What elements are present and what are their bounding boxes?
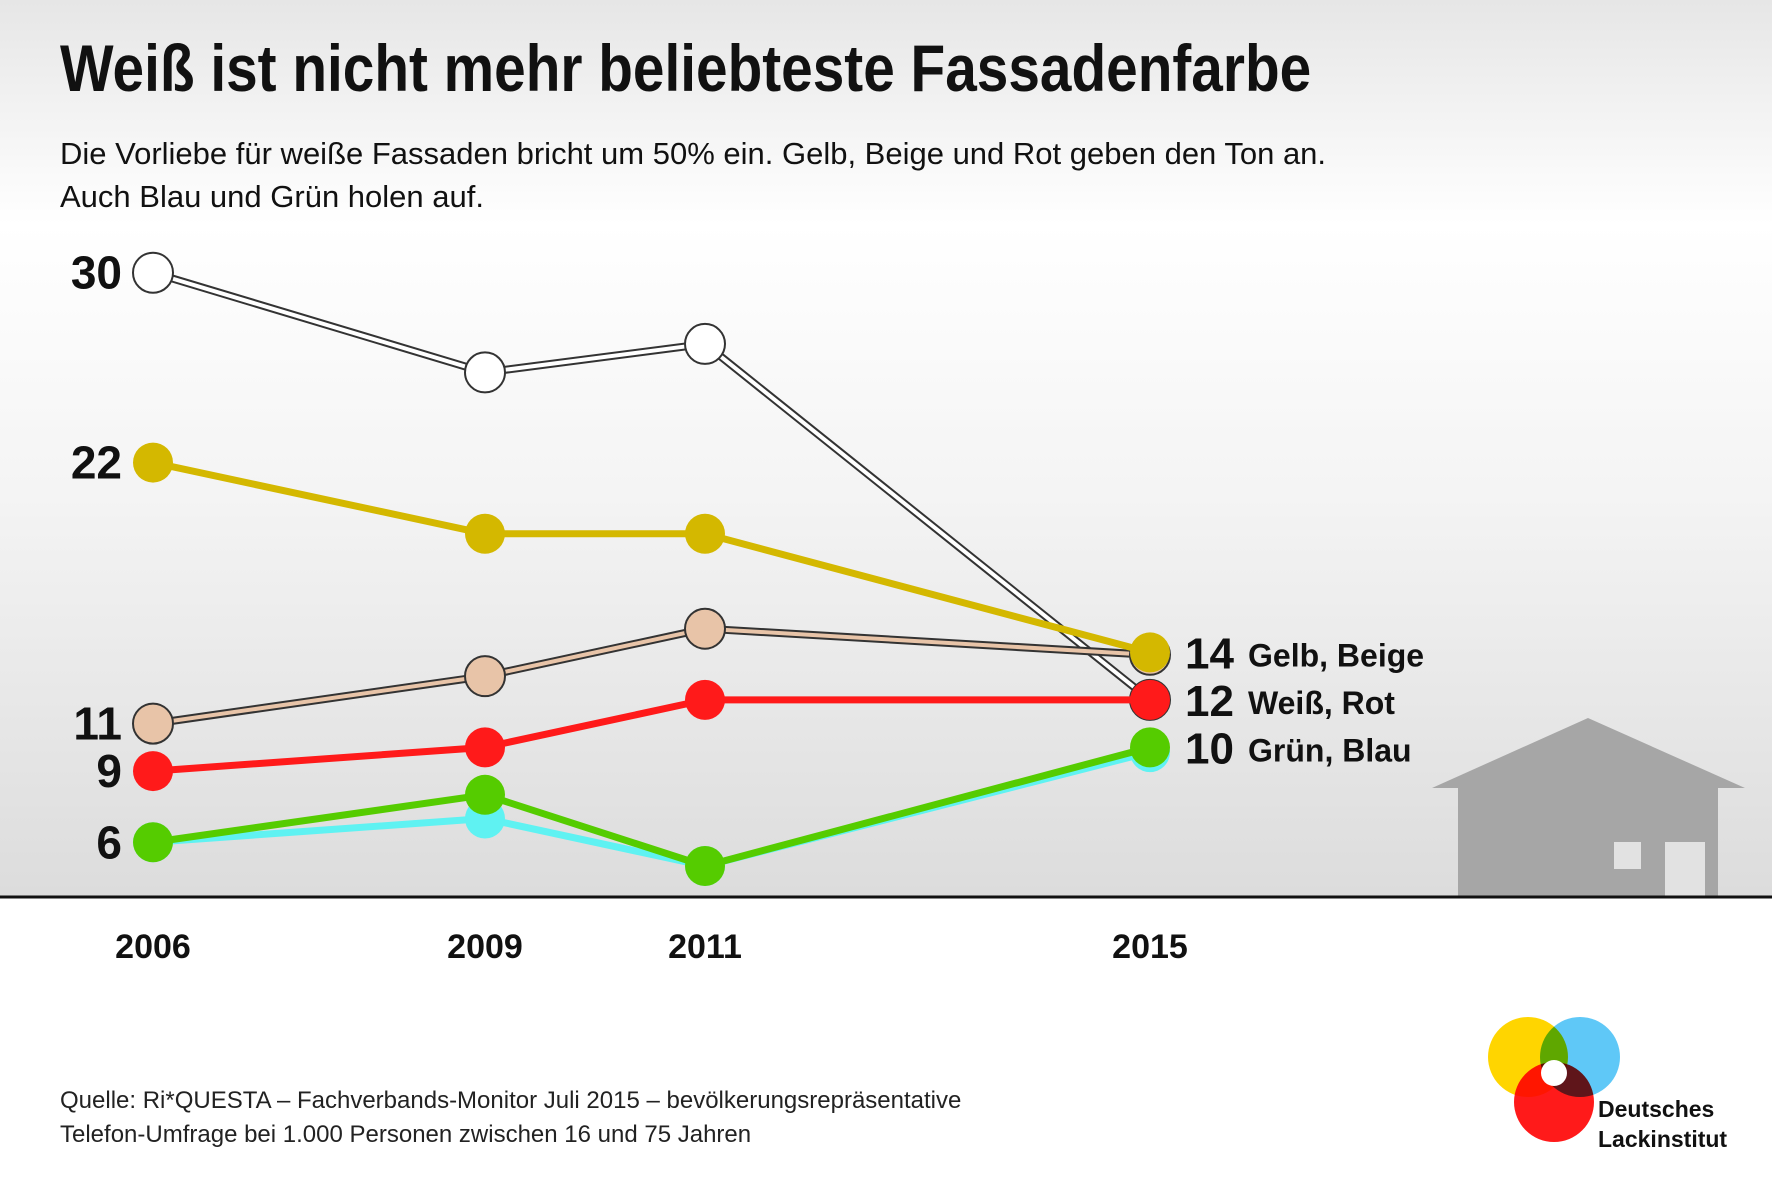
point-weiss-2009 [464,351,506,394]
point-beige-2009 [464,655,506,698]
source-line-2: Telefon-Umfrage bei 1.000 Personen zwisc… [60,1121,752,1148]
end-value-2: 10 [1185,724,1234,773]
logo-text: Deutsches Lackinstitut [1598,1094,1727,1154]
point-rot-2006 [133,751,173,792]
x-label-2015: 2015 [1112,928,1188,966]
series-gruen [133,727,1170,886]
point-gruen-2009 [465,774,505,815]
point-gelb-2015 [1130,632,1170,673]
point-gruen-2006 [133,822,173,863]
series-beige-line [152,626,1151,726]
house-icon [1432,718,1745,898]
series-rot [133,679,1170,792]
subtitle-line-1: Die Vorliebe für weiße Fassaden bricht u… [60,136,1327,171]
point-beige-2006 [132,702,174,745]
chart-background [0,0,1772,897]
source-note: Quelle: Ri*QUESTA – Fachverbands-Monitor… [60,1084,1160,1152]
y-label-3: 9 [96,745,122,797]
x-label-2006: 2006 [115,928,191,966]
point-beige-2011 [684,607,726,650]
series-layer [132,251,1171,886]
point-gruen-2015 [1130,727,1170,768]
end-value-0: 14 [1185,629,1234,678]
series-gruen-line [152,743,1151,870]
subtitle: Die Vorliebe für weiße Fassaden bricht u… [60,132,1660,218]
end-value-1: 12 [1185,677,1234,726]
point-weiss-2011 [684,322,726,365]
subtitle-line-2: Auch Blau und Grün holen auf. [60,179,484,214]
point-gruen-2011 [685,846,725,886]
series-weiss [132,251,1171,721]
end-label-0: Gelb, Beige [1248,637,1424,673]
series-blau [133,732,1170,886]
point-gelb-2006 [133,442,173,483]
series-weiss-outline [151,268,1153,704]
logo-red-circle [1514,1062,1594,1142]
point-gelb-2009 [465,513,505,554]
y-label-0: 30 [71,247,122,299]
point-rot-2015 [1130,679,1170,720]
point-gelb-2011 [685,513,725,554]
logo-line-1: Deutsches [1598,1096,1715,1122]
x-label-2009: 2009 [447,928,523,966]
series-rot-line [152,696,1150,775]
lackinstitut-logo [1488,1017,1620,1142]
logo-line-2: Lackinstitut [1598,1126,1728,1152]
series-beige [132,607,1171,745]
source-line-1: Quelle: Ri*QUESTA – Fachverbands-Monitor… [60,1087,962,1114]
logo-center-white [1541,1060,1567,1086]
end-label-1: Weiß, Rot [1248,685,1395,721]
point-rot-2009 [465,727,505,768]
y-label-2: 11 [73,698,122,750]
series-weiss-line [152,270,1152,702]
x-label-2011: 2011 [668,928,742,966]
point-rot-2011 [685,679,725,720]
series-gelb-line [152,459,1151,656]
y-label-1: 22 [71,437,122,489]
label-layer: 30 22 119 6 2006 2009 2011 2015 14 Gelb, Beige 12 W… [71,247,1424,966]
page-title: Weiß ist nicht mehr beliebteste Fassaden… [60,31,1312,105]
point-weiss-2006 [132,251,174,294]
y-label-4: 6 [96,816,122,868]
series-gelb [133,442,1170,673]
end-label-2: Grün, Blau [1248,732,1412,768]
